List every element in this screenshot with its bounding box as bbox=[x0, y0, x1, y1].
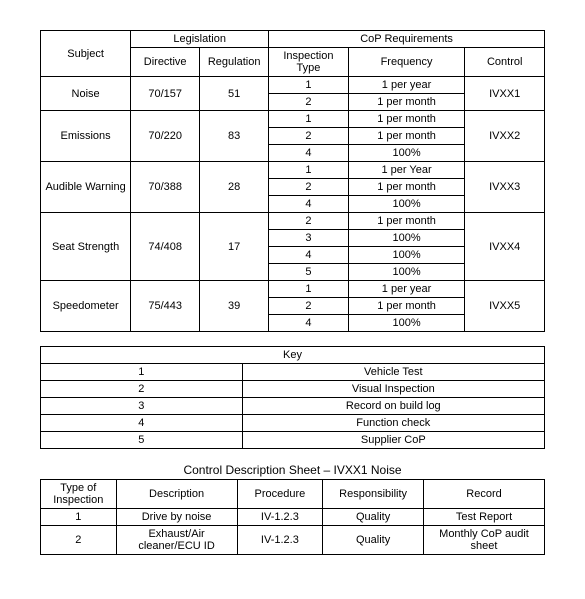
header-cop: CoP Requirements bbox=[269, 31, 545, 48]
cell-insp-type: 2 bbox=[269, 213, 349, 230]
cell-resp: Quality bbox=[323, 509, 424, 526]
cell-regulation: 28 bbox=[200, 162, 269, 213]
header-record: Record bbox=[424, 480, 545, 509]
cell-regulation: 39 bbox=[200, 281, 269, 332]
header-legislation: Legislation bbox=[131, 31, 269, 48]
header-control: Control bbox=[465, 48, 545, 77]
cell-type: 1 bbox=[41, 509, 117, 526]
header-subject: Subject bbox=[41, 31, 131, 77]
key-num: 5 bbox=[41, 432, 243, 449]
key-desc: Record on build log bbox=[242, 398, 544, 415]
cell-freq: 100% bbox=[348, 196, 465, 213]
cell-control: IVXX4 bbox=[465, 213, 545, 281]
cell-subject: Speedometer bbox=[41, 281, 131, 332]
control-description-title: Control Description Sheet – IVXX1 Noise bbox=[40, 463, 545, 477]
key-desc: Function check bbox=[242, 415, 544, 432]
cell-insp-type: 1 bbox=[269, 162, 349, 179]
cell-freq: 100% bbox=[348, 264, 465, 281]
key-num: 2 bbox=[41, 381, 243, 398]
cell-subject: Noise bbox=[41, 77, 131, 111]
cell-control: IVXX1 bbox=[465, 77, 545, 111]
cell-freq: 100% bbox=[348, 315, 465, 332]
cell-desc: Exhaust/Air cleaner/ECU ID bbox=[116, 526, 237, 555]
cell-subject: Audible Warning bbox=[41, 162, 131, 213]
cell-freq: 1 per month bbox=[348, 94, 465, 111]
header-description: Description bbox=[116, 480, 237, 509]
cell-control: IVXX5 bbox=[465, 281, 545, 332]
cell-freq: 1 per month bbox=[348, 128, 465, 145]
key-num: 3 bbox=[41, 398, 243, 415]
cell-insp-type: 1 bbox=[269, 111, 349, 128]
cell-insp-type: 4 bbox=[269, 247, 349, 264]
header-directive: Directive bbox=[131, 48, 200, 77]
cell-freq: 1 per year bbox=[348, 281, 465, 298]
key-desc: Supplier CoP bbox=[242, 432, 544, 449]
cell-freq: 100% bbox=[348, 145, 465, 162]
header-inspection-type: Inspection Type bbox=[269, 48, 349, 77]
cell-freq: 1 per month bbox=[348, 298, 465, 315]
cell-regulation: 51 bbox=[200, 77, 269, 111]
cell-subject: Seat Strength bbox=[41, 213, 131, 281]
cell-directive: 70/157 bbox=[131, 77, 200, 111]
cell-insp-type: 1 bbox=[269, 281, 349, 298]
cell-proc: IV-1.2.3 bbox=[237, 526, 323, 555]
cell-insp-type: 2 bbox=[269, 179, 349, 196]
cell-regulation: 83 bbox=[200, 111, 269, 162]
cell-control: IVXX2 bbox=[465, 111, 545, 162]
header-responsibility: Responsibility bbox=[323, 480, 424, 509]
key-desc: Vehicle Test bbox=[242, 364, 544, 381]
cell-rec: Monthly CoP audit sheet bbox=[424, 526, 545, 555]
cell-resp: Quality bbox=[323, 526, 424, 555]
cell-freq: 1 per year bbox=[348, 77, 465, 94]
cell-freq: 100% bbox=[348, 247, 465, 264]
cell-rec: Test Report bbox=[424, 509, 545, 526]
cell-directive: 75/443 bbox=[131, 281, 200, 332]
header-procedure: Procedure bbox=[237, 480, 323, 509]
header-frequency: Frequency bbox=[348, 48, 465, 77]
key-desc: Visual Inspection bbox=[242, 381, 544, 398]
key-title: Key bbox=[41, 347, 545, 364]
cell-insp-type: 4 bbox=[269, 315, 349, 332]
cell-freq: 1 per month bbox=[348, 179, 465, 196]
cell-insp-type: 1 bbox=[269, 77, 349, 94]
key-table: Key 1 Vehicle Test 2 Visual Inspection 3… bbox=[40, 346, 545, 449]
cell-insp-type: 2 bbox=[269, 298, 349, 315]
cell-insp-type: 2 bbox=[269, 94, 349, 111]
cell-proc: IV-1.2.3 bbox=[237, 509, 323, 526]
cell-regulation: 17 bbox=[200, 213, 269, 281]
header-regulation: Regulation bbox=[200, 48, 269, 77]
control-description-table: Control Description Sheet – IVXX1 Noise … bbox=[40, 463, 545, 555]
cell-subject: Emissions bbox=[41, 111, 131, 162]
cell-insp-type: 5 bbox=[269, 264, 349, 281]
cell-insp-type: 3 bbox=[269, 230, 349, 247]
header-type: Type of Inspection bbox=[41, 480, 117, 509]
cop-requirements-table: Subject Legislation CoP Requirements Dir… bbox=[40, 30, 545, 332]
cell-insp-type: 4 bbox=[269, 196, 349, 213]
cell-directive: 70/388 bbox=[131, 162, 200, 213]
cell-directive: 74/408 bbox=[131, 213, 200, 281]
cell-freq: 1 per month bbox=[348, 213, 465, 230]
cell-insp-type: 2 bbox=[269, 128, 349, 145]
cell-control: IVXX3 bbox=[465, 162, 545, 213]
key-num: 1 bbox=[41, 364, 243, 381]
cell-freq: 1 per Year bbox=[348, 162, 465, 179]
cell-directive: 70/220 bbox=[131, 111, 200, 162]
cell-insp-type: 4 bbox=[269, 145, 349, 162]
cell-desc: Drive by noise bbox=[116, 509, 237, 526]
key-num: 4 bbox=[41, 415, 243, 432]
cell-freq: 100% bbox=[348, 230, 465, 247]
cell-type: 2 bbox=[41, 526, 117, 555]
cell-freq: 1 per month bbox=[348, 111, 465, 128]
